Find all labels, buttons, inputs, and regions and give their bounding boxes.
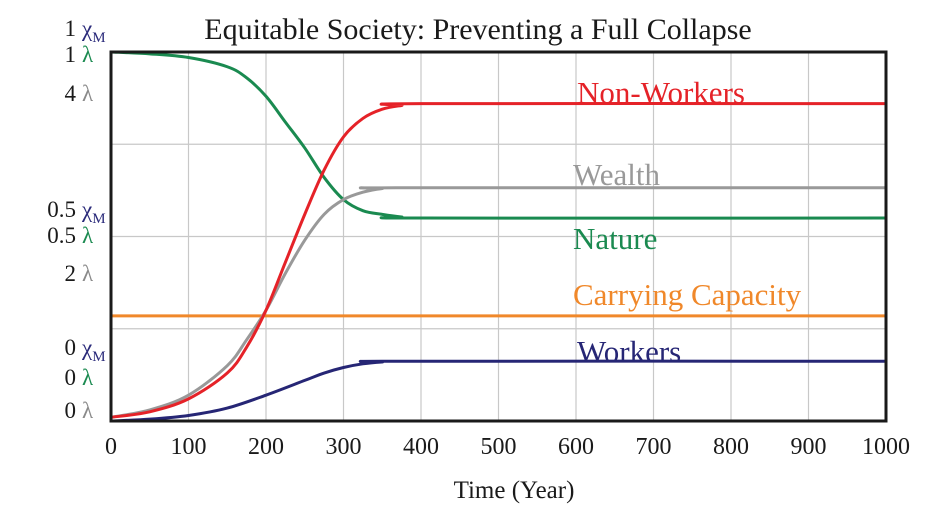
x-tick-label: 500 (481, 434, 517, 460)
x-axis-label: Time (Year) (454, 477, 575, 504)
series-label-non-workers: Non-Workers (577, 75, 745, 110)
x-tick-label: 300 (326, 434, 362, 460)
y-axis-unit-symbol: χM (81, 335, 106, 365)
series-line-workers (110, 359, 887, 423)
y-axis-value-label: 4 (65, 81, 77, 106)
series-label-nature: Nature (573, 221, 657, 256)
x-tick-label: 900 (791, 434, 827, 460)
x-tick-label: 700 (636, 434, 672, 460)
y-axis-value-label: 1 (65, 42, 77, 67)
grid-lines (111, 52, 886, 421)
series-line-nature (110, 50, 887, 220)
series-line-wealth (110, 186, 887, 419)
y-axis-labels: 1 χM1 λ4 λ0.5 χM0.5 λ2 λ0 χM0 λ0 λ (47, 16, 105, 423)
x-tick-label: 0 (105, 434, 117, 460)
series-lines (110, 50, 887, 423)
series-labels: Non-Workers Wealth Nature Carrying Capacity… (573, 75, 802, 369)
y-axis-unit-symbol: λ (82, 261, 94, 286)
x-tick-label: 600 (558, 434, 594, 460)
x-tick-label: 100 (171, 434, 207, 460)
y-axis-unit-symbol: λ (82, 365, 94, 390)
x-tick-label: 400 (403, 434, 439, 460)
y-axis-value-label: 0.5 (47, 223, 76, 248)
y-axis-value-label: 0 (65, 335, 77, 360)
x-tick-label: 200 (248, 434, 284, 460)
series-label-carrying-capacity: Carrying Capacity (573, 277, 802, 312)
y-axis-unit-symbol: λ (82, 81, 94, 106)
series-line-non-workers (110, 102, 887, 419)
y-axis-unit-symbol: λ (82, 42, 94, 67)
x-axis-ticks: 0 100 200 300 400 500 600 700 800 900 1000 (105, 434, 910, 460)
series-label-workers: Workers (577, 334, 681, 369)
y-axis-value-label: 2 (65, 261, 77, 286)
chart-title: Equitable Society: Preventing a Full Col… (204, 13, 751, 46)
y-axis-unit-symbol: λ (82, 223, 94, 248)
series-label-wealth: Wealth (573, 157, 661, 192)
y-axis-value-label: 0 (65, 365, 77, 390)
x-tick-label: 800 (713, 434, 749, 460)
y-axis-value-label: 0.5 (47, 197, 76, 222)
x-tick-label: 1000 (862, 434, 910, 460)
y-axis-value-label: 1 (65, 16, 77, 41)
plot-frame (109, 50, 888, 423)
y-axis-unit-symbol: λ (82, 398, 94, 423)
y-axis-value-label: 0 (65, 398, 77, 423)
